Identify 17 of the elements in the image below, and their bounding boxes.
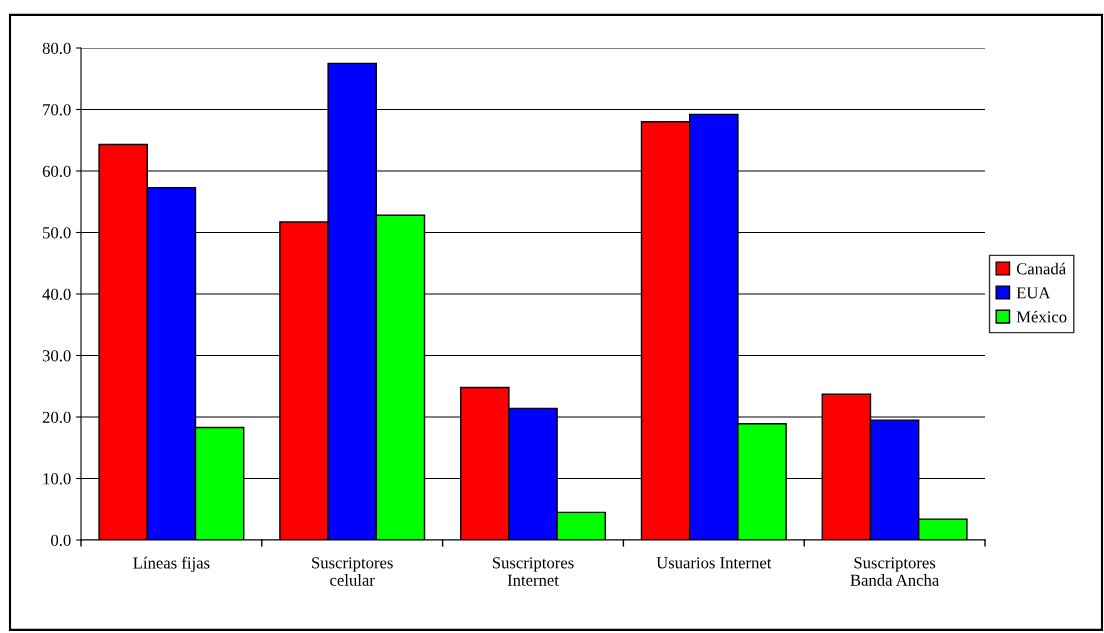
y-tick-label: 50.0 <box>43 227 71 239</box>
y-tick-label: 20.0 <box>42 411 71 424</box>
y-tick-label: 0.0 <box>51 534 71 547</box>
x-tick-label: Suscriptores Internet <box>492 557 574 586</box>
y-tick-label: 30.0 <box>42 350 71 362</box>
legend-label: Canadá <box>1016 262 1066 275</box>
y-tick-label: 60.0 <box>42 165 71 178</box>
x-tick-label: Usuarios Internet <box>656 557 772 569</box>
y-tick-label: 40.0 <box>42 288 71 301</box>
x-tick-label: Suscriptores Banda Ancha <box>850 557 940 586</box>
y-tick-label: 70.0 <box>43 104 71 116</box>
legend-label: México <box>1016 310 1067 323</box>
y-tick-label: 80.0 <box>42 42 71 55</box>
y-tick-label: 10.0 <box>43 473 71 485</box>
x-tick-label: Suscriptores celular <box>312 557 393 586</box>
legend-label: EUA <box>1016 287 1051 299</box>
x-tick-label: Líneas fijas <box>133 556 210 572</box>
